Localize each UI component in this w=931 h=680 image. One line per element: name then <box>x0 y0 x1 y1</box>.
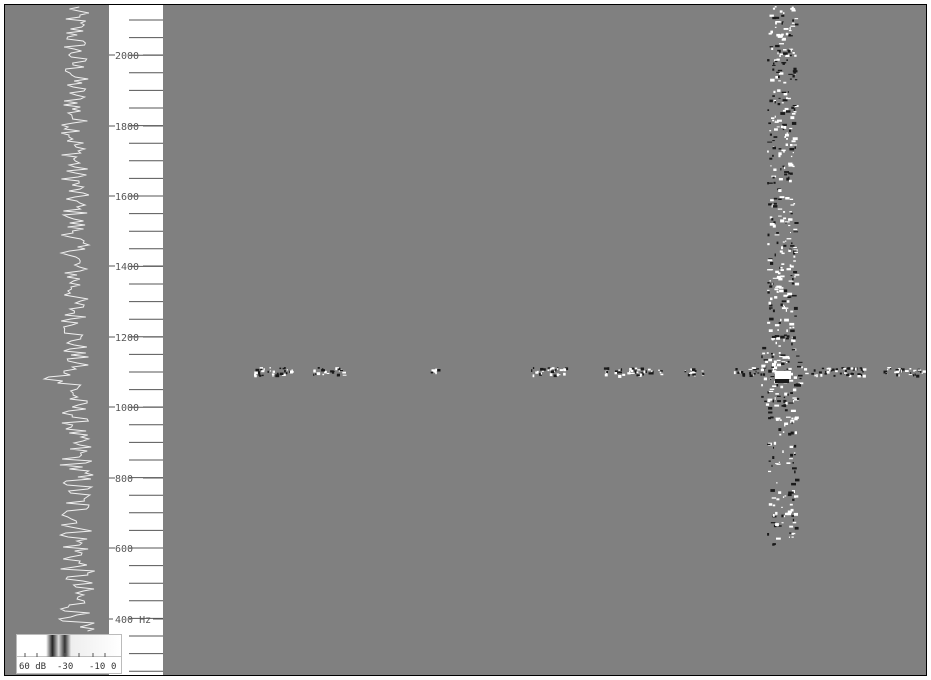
scale-label-1400: 1400 <box>115 262 139 273</box>
legend-label-60db: 60 dB <box>19 662 47 672</box>
scale-label-1200: 1200 <box>115 333 139 344</box>
scale-label-800: 800 <box>115 474 133 485</box>
minor-ticks <box>129 19 163 672</box>
legend-label-minus30: -30 <box>57 662 74 672</box>
scale-label-1800: 1800 <box>115 122 139 133</box>
legend-label-0: 0 <box>111 662 117 672</box>
scale-label-600: 600 <box>115 544 133 555</box>
spectrum-trace <box>42 6 95 632</box>
vertical-signal-trace <box>761 6 804 546</box>
spectrogram-window: 2000 1800 1600 1400 1200 1000 800 600 40… <box>4 4 927 676</box>
scale-label-1600: 1600 <box>115 192 139 203</box>
major-ticks <box>109 54 163 620</box>
legend-label-minus10: -10 <box>89 662 106 672</box>
spectrogram-waterfall[interactable] <box>163 5 926 675</box>
scale-label-400: 400 Hz <box>115 615 151 626</box>
scale-label-2000: 2000 <box>115 51 139 62</box>
scale-label-1000: 1000 <box>115 403 139 414</box>
frequency-scale: 2000 1800 1600 1400 1200 1000 800 600 40… <box>109 5 163 675</box>
db-color-legend: 60 dB -30 -10 0 <box>16 634 122 674</box>
legend-gradient <box>17 635 121 657</box>
horizontal-signal-trace <box>254 367 926 378</box>
spectrum-panel <box>5 5 109 675</box>
